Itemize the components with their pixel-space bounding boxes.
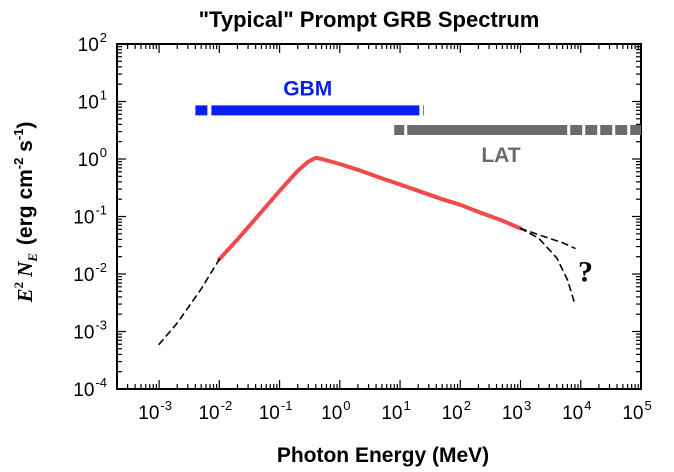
lat-band-label: LAT: [481, 144, 520, 167]
x-tick-label: 10-2: [198, 398, 232, 424]
y-tick-label: 10-4: [73, 375, 107, 401]
x-tick-label: 102: [442, 398, 471, 424]
extrapolation-dashed-line: [519, 227, 576, 305]
axis-tick-labels: 10-3 10-2 10-1 100 101 102 103 104 105 10-4 10-3 10…: [73, 30, 651, 424]
x-tick-label: 100: [321, 398, 350, 424]
y-tick-label: 10-3: [73, 318, 107, 344]
y-axis-label-e: E: [13, 288, 37, 303]
y-tick-label: 10-2: [73, 260, 107, 286]
axis-ticks: [116, 43, 642, 390]
x-tick-label: 104: [562, 398, 591, 424]
y-axis-label-n: N: [13, 261, 37, 278]
y-axis-label-units-sup2: -1: [11, 129, 26, 141]
gbm-band-label: GBM: [283, 77, 332, 100]
y-axis-label-e-sup: 2: [11, 282, 26, 289]
instrument-bands: GBM LAT: [195, 77, 641, 167]
y-tick-label: 100: [78, 145, 107, 171]
spectrum-solid-line: [217, 155, 523, 262]
y-axis-label-units: (erg cm: [14, 169, 37, 245]
y-tick-label: 10-1: [73, 203, 107, 229]
y-axis-label-units-close: ): [14, 122, 37, 129]
x-tick-label: 10-3: [138, 398, 172, 424]
extrapolation-dashed-line: [519, 227, 576, 250]
y-axis-label-n-sub: E: [25, 253, 40, 263]
x-axis-label: Photon Energy (MeV): [277, 444, 489, 467]
x-tick-label: 101: [381, 398, 410, 424]
chart-title: "Typical" Prompt GRB Spectrum: [199, 7, 540, 32]
y-axis-label: E2NE(erg cm-2 s-1): [11, 122, 40, 304]
y-axis-label-units-s: s: [14, 140, 37, 158]
x-tick-label: 10-1: [259, 398, 293, 424]
y-tick-label: 101: [78, 88, 107, 114]
plot-frame: [116, 43, 642, 390]
question-mark-annotation: ?: [578, 256, 593, 289]
y-tick-label: 102: [78, 30, 107, 56]
x-tick-label: 105: [622, 398, 651, 424]
spectrum-series: [158, 155, 576, 346]
y-axis-label-units-sup1: -2: [11, 158, 26, 170]
x-tick-label: 103: [502, 398, 531, 424]
chart-annotations: ?: [578, 256, 593, 289]
extrapolation-dashed-line: [158, 258, 221, 346]
